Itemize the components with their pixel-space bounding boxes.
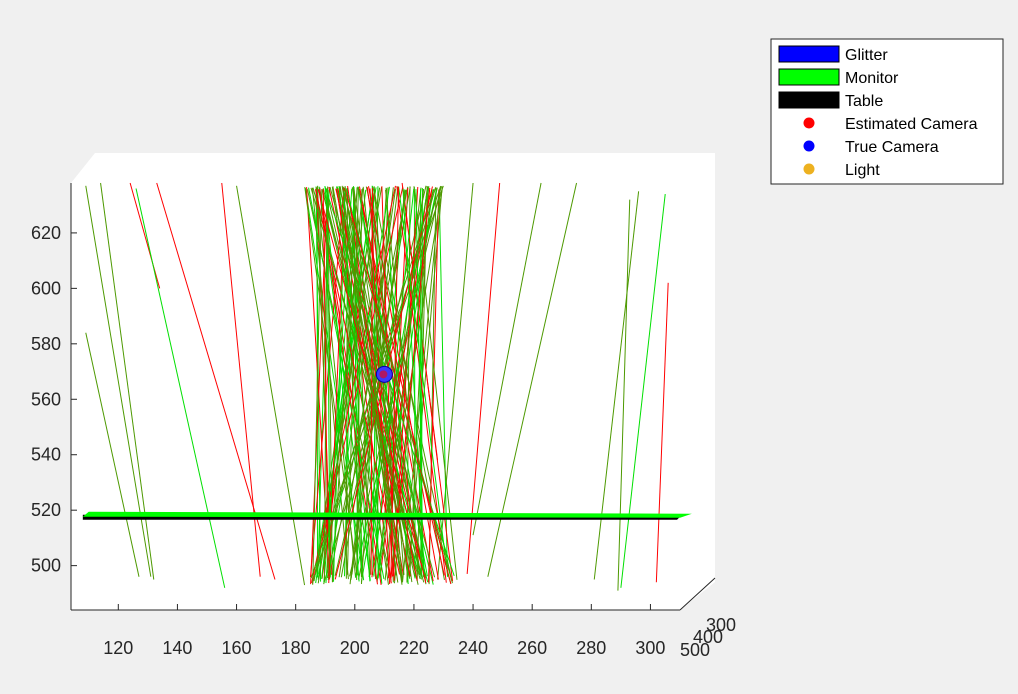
ray-line bbox=[472, 182, 542, 536]
legend-marker bbox=[803, 163, 815, 175]
legend: Glitter Monitor Table Estimated Camera True … bbox=[770, 38, 1004, 185]
y-tick-label: 540 bbox=[31, 445, 61, 465]
legend-marker bbox=[803, 140, 815, 152]
ray-line bbox=[135, 188, 226, 588]
ray-line bbox=[322, 189, 329, 577]
ray-line bbox=[620, 194, 666, 588]
ray-line bbox=[391, 187, 431, 577]
ray-line bbox=[655, 282, 669, 583]
depth-axis-line bbox=[679, 577, 716, 611]
ray-line bbox=[85, 185, 152, 577]
x-tick-label: 180 bbox=[281, 638, 311, 658]
legend-label: Monitor bbox=[845, 70, 899, 87]
ray-line bbox=[466, 182, 501, 574]
legend-swatch bbox=[778, 45, 840, 63]
x-tick-label: 220 bbox=[399, 638, 429, 658]
legend-label: Light bbox=[845, 162, 880, 179]
ray-line bbox=[314, 189, 435, 575]
y-tick-label: 520 bbox=[31, 500, 61, 520]
depth-tick-label: 400 bbox=[693, 627, 723, 647]
ray-line bbox=[370, 187, 373, 575]
x-tick-label: 240 bbox=[458, 638, 488, 658]
ray-line bbox=[407, 186, 443, 578]
legend-box bbox=[770, 38, 1004, 185]
x-tick-label: 280 bbox=[576, 638, 606, 658]
legend-swatch bbox=[778, 91, 840, 109]
x-tick-label: 140 bbox=[162, 638, 192, 658]
monitor-plane-surface bbox=[82, 511, 692, 518]
y-tick-label: 560 bbox=[31, 389, 61, 409]
legend-label: Estimated Camera bbox=[845, 116, 978, 133]
depth-tick-label: 300 bbox=[706, 615, 736, 635]
depth-tick-label: 500 bbox=[680, 640, 710, 660]
legend-swatch bbox=[778, 68, 840, 86]
legend-marker bbox=[803, 117, 815, 129]
ray-line bbox=[309, 187, 345, 578]
ray-line bbox=[85, 332, 140, 577]
estimated-camera-dot bbox=[379, 370, 388, 379]
legend-label: Glitter bbox=[845, 47, 888, 64]
ray-line bbox=[438, 189, 448, 577]
y-axis-ticks: 500 520 540 560 580 600 620 bbox=[31, 223, 77, 576]
x-axis-ticks: 120 140 160 180 200 220 240 260 280 300 bbox=[103, 604, 665, 658]
y-tick-label: 500 bbox=[31, 556, 61, 576]
x-tick-label: 300 bbox=[635, 638, 665, 658]
camera-marker bbox=[375, 365, 393, 383]
x-tick-label: 120 bbox=[103, 638, 133, 658]
ray-line bbox=[392, 186, 419, 577]
x-tick-label: 200 bbox=[340, 638, 370, 658]
y-tick-label: 620 bbox=[31, 223, 61, 243]
ray-line bbox=[617, 199, 631, 591]
legend-label: True Camera bbox=[845, 139, 939, 156]
monitor-plane bbox=[82, 511, 692, 520]
ray-line bbox=[487, 182, 578, 577]
ray-line bbox=[368, 189, 406, 578]
x-tick-label: 260 bbox=[517, 638, 547, 658]
x-tick-label: 160 bbox=[222, 638, 252, 658]
ray-line bbox=[351, 187, 397, 576]
y-tick-label: 600 bbox=[31, 278, 61, 298]
ray-line bbox=[349, 185, 442, 577]
ray-line bbox=[317, 185, 331, 577]
y-tick-label: 580 bbox=[31, 334, 61, 354]
ray-line bbox=[221, 182, 261, 577]
legend-label: Table bbox=[845, 93, 883, 110]
ray-line bbox=[402, 188, 426, 578]
